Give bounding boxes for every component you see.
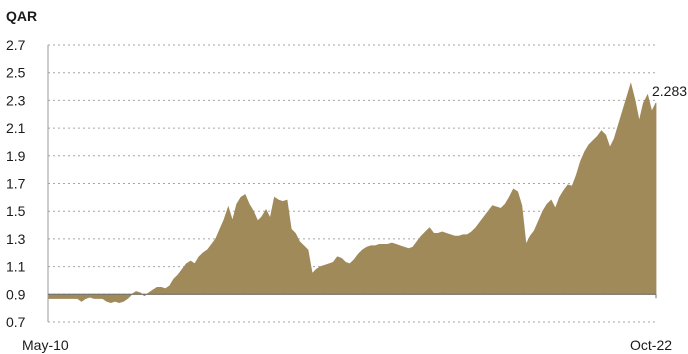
axes <box>47 45 657 322</box>
last-value-label: 2.283 <box>652 83 687 99</box>
y-tick-label: 1.1 <box>6 259 26 275</box>
y-tick-label: 1.3 <box>6 231 26 247</box>
tick-labels: 0.7 0.9 1.1 1.3 1.5 1.7 1.9 2.1 2.3 2.5 2.7 <box>6 37 26 330</box>
y-tick-label: 2.7 <box>6 37 26 53</box>
x-tick-label-end: Oct-22 <box>630 337 672 353</box>
y-tick-label: 1.5 <box>6 203 26 219</box>
y-axis-unit-label: QAR <box>6 8 37 24</box>
y-tick-label: 2.1 <box>6 120 26 136</box>
x-tick-label-start: May-10 <box>22 337 69 353</box>
y-tick-label: 1.9 <box>6 148 26 164</box>
series-area-group <box>47 82 657 304</box>
series-area <box>47 82 657 304</box>
y-tick-label: 2.5 <box>6 65 26 81</box>
y-tick-label: 2.3 <box>6 92 26 108</box>
y-tick-label: 0.7 <box>6 314 26 330</box>
y-tick-label: 1.7 <box>6 176 26 192</box>
y-tick-label: 0.9 <box>6 286 26 302</box>
